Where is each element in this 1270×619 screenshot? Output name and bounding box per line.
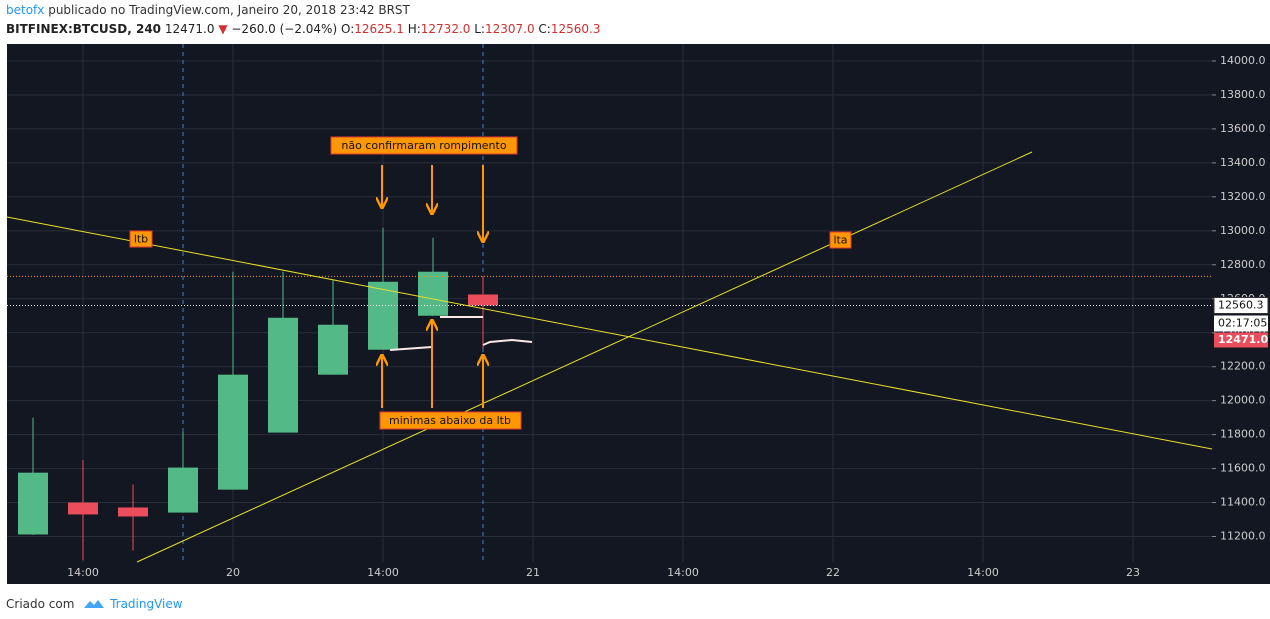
price-axis-bg (1212, 44, 1270, 584)
candle-body (368, 281, 398, 350)
x-tick-label: 14:00 (967, 566, 999, 579)
y-tick-label: 13200.0 (1220, 190, 1266, 203)
y-tick-label: 12800.0 (1220, 258, 1266, 271)
x-tick-label: 21 (526, 566, 540, 579)
l: 12307.0 (484, 22, 535, 36)
annotation[interactable]: não confirmaram rompimento (341, 139, 506, 152)
annotation-box (129, 230, 153, 248)
y-tick-label: 11800.0 (1220, 428, 1266, 441)
last: 12471.0 (164, 22, 215, 36)
y-tick-label: 13600.0 (1220, 122, 1266, 135)
brand[interactable]: TradingView (110, 597, 183, 611)
annotation[interactable]: lta (833, 234, 847, 247)
annotation[interactable]: ltb (134, 233, 148, 246)
candle-body (18, 472, 48, 535)
x-tick-label: 14:00 (667, 566, 699, 579)
candle-body (118, 507, 148, 517)
symbol-line: BITFINEX:BTCUSD, 240 12471.0 ▼ −260.0 (−… (6, 22, 600, 36)
annotation-box (829, 231, 852, 249)
ltb-line[interactable] (6, 216, 1213, 450)
c: 12560.3 (550, 22, 601, 36)
last-price-label: 12471.0 (1218, 333, 1268, 346)
close-label: 12560.3 (1218, 298, 1264, 311)
annotation-box (330, 136, 518, 155)
candle-body (318, 324, 348, 375)
candle-body (168, 467, 198, 513)
author[interactable]: betofx (6, 3, 45, 17)
candle-body (218, 374, 248, 490)
annotation[interactable]: minimas abaixo da ltb (389, 414, 511, 427)
plot-bg (7, 44, 1212, 562)
y-tick-label: 12200.0 (1220, 360, 1266, 373)
x-tick-label: 20 (226, 566, 240, 579)
lta-line[interactable] (136, 151, 1033, 563)
last-price-bg (1214, 332, 1268, 348)
y-tick-label: 13800.0 (1220, 88, 1266, 101)
time-axis-bg (7, 562, 1212, 584)
candle-body (418, 271, 448, 316)
y-tick-label: 11600.0 (1220, 462, 1266, 475)
c-label: C: (538, 22, 551, 36)
candle-body (468, 294, 498, 306)
footer: Criado com TradingView (6, 594, 183, 611)
candle-body (268, 317, 298, 433)
x-tick-label: 23 (1126, 566, 1140, 579)
symbol: BITFINEX:BTCUSD, 240 (6, 22, 162, 36)
drawing (389, 346, 433, 351)
countdown-bg (1214, 315, 1268, 332)
h: 12732.0 (420, 22, 471, 36)
down-triangle: ▼ (218, 22, 228, 36)
arrows (382, 165, 483, 408)
y-tick-label: 14000.0 (1220, 54, 1266, 67)
l-label: L: (474, 22, 485, 36)
x-tick-label: 14:00 (367, 566, 399, 579)
brand-icon (84, 600, 105, 608)
annotation-box (379, 411, 522, 430)
countdown: 02:17:05 (1218, 316, 1267, 329)
close-label-bg (1213, 296, 1269, 314)
y-tick-label: 11400.0 (1220, 496, 1266, 509)
y-tick-label: 13400.0 (1220, 156, 1266, 169)
x-tick-label: 22 (826, 566, 840, 579)
o-label: O: (340, 22, 355, 36)
made-with: Criado com (6, 597, 75, 611)
y-tick-label: 13000.0 (1220, 224, 1266, 237)
candle-body (68, 502, 98, 515)
published: publicado no TradingView.com, Janeiro 20… (48, 3, 410, 17)
h-label: H: (407, 22, 421, 36)
x-tick-label: 14:00 (67, 566, 99, 579)
drawing (482, 338, 533, 346)
change: −260.0 (−2.04%) (231, 22, 338, 36)
y-tick-label: 11200.0 (1220, 530, 1266, 543)
header-line: betofx publicado no TradingView.com, Jan… (6, 3, 410, 17)
o: 12625.1 (354, 22, 404, 36)
chart: não confirmaram rompimento minimas abaix… (6, 44, 1270, 584)
y-tick-label: 12000.0 (1220, 394, 1266, 407)
